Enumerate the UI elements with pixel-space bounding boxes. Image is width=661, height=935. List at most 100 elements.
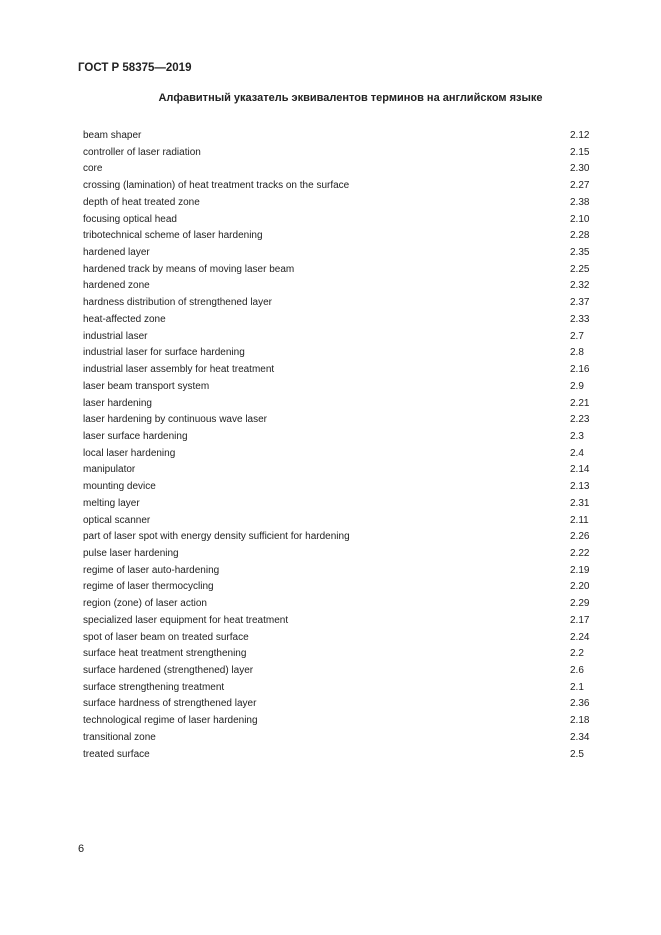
entry-term: optical scanner — [83, 514, 151, 526]
index-entry: regime of laser auto-hardening 2.19 — [83, 563, 603, 580]
entry-reference: 2.31 — [570, 497, 590, 509]
entry-reference: 2.14 — [570, 464, 590, 476]
entry-term: heat-affected zone — [83, 313, 166, 325]
index-entry: transitional zone 2.34 — [83, 730, 603, 747]
index-entry: manipulator 2.14 — [83, 462, 603, 479]
entry-term: pulse laser hardening — [83, 547, 179, 559]
entry-reference: 2.15 — [570, 146, 590, 158]
entry-reference: 2.35 — [570, 247, 590, 259]
entry-reference: 2.22 — [570, 547, 590, 559]
entry-reference: 2.37 — [570, 297, 590, 309]
index-entry: spot of laser beam on treated surface 2.2… — [83, 630, 603, 647]
entry-reference: 2.8 — [570, 347, 584, 359]
entry-reference: 2.36 — [570, 698, 590, 710]
entry-term: focusing optical head — [83, 213, 177, 225]
index-entry: technological regime of laser hardening 2… — [83, 713, 603, 730]
entry-term: industrial laser assembly for heat treat… — [83, 364, 275, 376]
entry-term: crossing (lamination) of heat treatment … — [83, 180, 350, 192]
entry-term: tribotechnical scheme of laser hardening — [83, 230, 263, 242]
page-number: 6 — [78, 843, 85, 855]
index-entry: focusing optical head 2.10 — [83, 212, 603, 229]
entry-term: industrial laser for surface hardening — [83, 347, 245, 359]
entry-term: mounting device — [83, 481, 156, 493]
entry-term: beam shaper — [83, 130, 142, 141]
entry-term: regime of laser auto-hardening — [83, 564, 220, 576]
index-entry: mounting device 2.13 — [83, 479, 603, 496]
index-entry: treated surface 2.5 — [83, 747, 603, 764]
entry-reference: 2.1 — [570, 681, 584, 693]
entry-term: controller of laser radiation — [83, 146, 201, 158]
index-entry: regime of laser thermocycling 2.20 — [83, 579, 603, 596]
entry-reference: 2.2 — [570, 648, 584, 660]
index-entry: surface hardened (strengthened) layer 2.6 — [83, 663, 603, 680]
index-entry: specialized laser equipment for heat tre… — [83, 613, 603, 630]
entry-term: treated surface — [83, 748, 150, 760]
entry-reference: 2.13 — [570, 481, 590, 493]
index-entry: heat-affected zone 2.33 — [83, 312, 603, 329]
entry-reference: 2.26 — [570, 531, 590, 543]
entry-reference: 2.5 — [570, 748, 584, 760]
index-entry: industrial laser 2.7 — [83, 329, 603, 346]
index-entry: laser hardening by continuous wave laser… — [83, 412, 603, 429]
entry-term: core — [83, 163, 103, 175]
term-index-list: beam shaper 2.12 controller of laser radia… — [83, 128, 603, 763]
entry-reference: 2.10 — [570, 213, 590, 225]
entry-term: local laser hardening — [83, 447, 176, 459]
index-entry: surface heat treatment strengthening 2.2 — [83, 646, 603, 663]
index-entry: crossing (lamination) of heat treatment … — [83, 178, 603, 195]
entry-reference: 2.33 — [570, 313, 590, 325]
entry-term: part of laser spot with energy density s… — [83, 531, 350, 543]
entry-reference: 2.9 — [570, 380, 584, 392]
entry-term: hardened layer — [83, 247, 150, 259]
index-entry: industrial laser assembly for heat treat… — [83, 362, 603, 379]
entry-term: industrial laser — [83, 330, 148, 342]
index-entry: region (zone) of laser action 2.29 — [83, 596, 603, 613]
index-entry: optical scanner 2.11 — [83, 513, 603, 530]
index-entry: part of laser spot with energy density s… — [83, 529, 603, 546]
entry-reference: 2.18 — [570, 715, 590, 727]
entry-reference: 2.3 — [570, 430, 584, 442]
index-entry: core 2.30 — [83, 161, 603, 178]
entry-term: laser hardening by continuous wave laser — [83, 414, 267, 426]
entry-reference: 2.28 — [570, 230, 590, 242]
entry-reference: 2.4 — [570, 447, 584, 459]
index-entry: laser beam transport system 2.9 — [83, 379, 603, 396]
index-entry: hardness distribution of strengthened la… — [83, 295, 603, 312]
entry-reference: 2.12 — [570, 130, 590, 141]
index-entry: beam shaper 2.12 — [83, 128, 603, 145]
entry-reference: 2.25 — [570, 263, 590, 275]
entry-term: surface hardened (strengthened) layer — [83, 665, 254, 676]
entry-term: spot of laser beam on treated surface — [83, 631, 249, 643]
document-code: ГОСТ Р 58375—2019 — [78, 62, 192, 74]
index-entry: laser surface hardening 2.3 — [83, 429, 603, 446]
entry-term: laser surface hardening — [83, 430, 188, 442]
index-entry: depth of heat treated zone 2.38 — [83, 195, 603, 212]
entry-reference: 2.32 — [570, 280, 590, 292]
entry-reference: 2.27 — [570, 180, 590, 192]
entry-term: laser beam transport system — [83, 380, 210, 392]
entry-reference: 2.21 — [570, 397, 590, 409]
entry-reference: 2.24 — [570, 631, 590, 643]
entry-term: surface heat treatment strengthening — [83, 648, 247, 660]
entry-reference: 2.20 — [570, 581, 590, 593]
entry-reference: 2.19 — [570, 564, 590, 576]
index-entry: tribotechnical scheme of laser hardening… — [83, 228, 603, 245]
entry-term: hardness distribution of strengthened la… — [83, 297, 273, 309]
entry-term: melting layer — [83, 497, 140, 509]
entry-term: specialized laser equipment for heat tre… — [83, 614, 289, 626]
entry-term: depth of heat treated zone — [83, 196, 200, 208]
index-entry: hardened zone 2.32 — [83, 278, 603, 295]
entry-term: regime of laser thermocycling — [83, 581, 214, 593]
index-entry: hardened track by means of moving laser … — [83, 262, 603, 279]
entry-reference: 2.16 — [570, 364, 590, 376]
entry-reference: 2.11 — [570, 514, 589, 526]
entry-reference: 2.17 — [570, 614, 590, 626]
section-title: Алфавитный указатель эквивалентов термин… — [158, 92, 543, 104]
entry-term: region (zone) of laser action — [83, 598, 207, 610]
entry-term: laser hardening — [83, 397, 152, 409]
index-entry: controller of laser radiation 2.15 — [83, 145, 603, 162]
index-entry: melting layer 2.31 — [83, 496, 603, 513]
entry-reference: 2.38 — [570, 196, 590, 208]
index-entry: laser hardening 2.21 — [83, 396, 603, 413]
entry-term: manipulator — [83, 464, 136, 476]
